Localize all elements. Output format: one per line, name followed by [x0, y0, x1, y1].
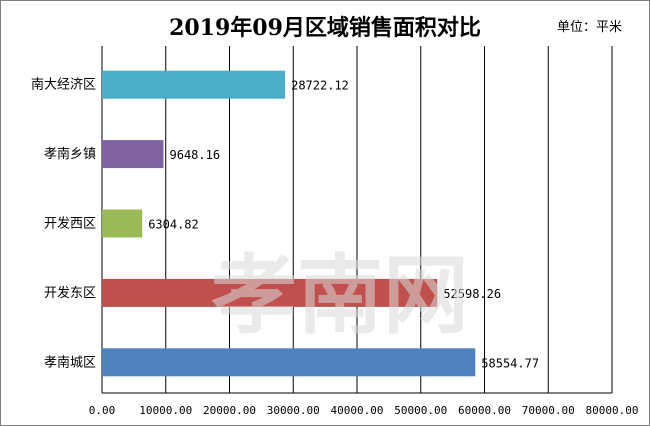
bar-2	[102, 209, 143, 238]
data-label-1: 9648.16	[170, 148, 221, 162]
x-tick-label-3: 30000.00	[267, 404, 320, 417]
x-tick-label-0: 0.00	[89, 404, 116, 417]
bar-1	[102, 140, 164, 169]
grid-lines	[101, 46, 613, 394]
category-label-4: 孝南城区	[44, 354, 96, 370]
category-label-0: 南大经济区	[31, 77, 96, 93]
unit-label: 单位：平米	[556, 20, 622, 35]
data-label-2: 6304.82	[148, 218, 199, 232]
x-tick-label-8: 80000.00	[586, 404, 639, 417]
labels: 0.00 10000.00 20000.00 30000.00 40000.00 5000…	[31, 77, 639, 417]
bars	[102, 70, 476, 377]
watermark: 孝南网	[211, 246, 469, 346]
bar-3	[102, 278, 438, 307]
x-tick-label-1: 10000.00	[139, 404, 192, 417]
category-label-2: 开发西区	[44, 216, 96, 232]
x-tick-label-7: 70000.00	[522, 404, 575, 417]
bar-4	[102, 348, 476, 377]
x-tick-label-6: 60000.00	[458, 404, 511, 417]
category-label-1: 孝南乡镇	[44, 146, 96, 162]
bar-0	[102, 70, 286, 99]
chart-title: 2019年09月区域销售面积对比	[169, 15, 481, 41]
category-label-3: 开发东区	[44, 285, 96, 301]
x-tick-label-4: 40000.00	[331, 404, 384, 417]
data-label-4: 58554.77	[481, 356, 539, 370]
data-label-3: 52598.26	[443, 287, 501, 301]
data-label-0: 28722.12	[291, 79, 349, 93]
x-tick-label-2: 20000.00	[203, 404, 256, 417]
x-tick-label-5: 50000.00	[394, 404, 447, 417]
